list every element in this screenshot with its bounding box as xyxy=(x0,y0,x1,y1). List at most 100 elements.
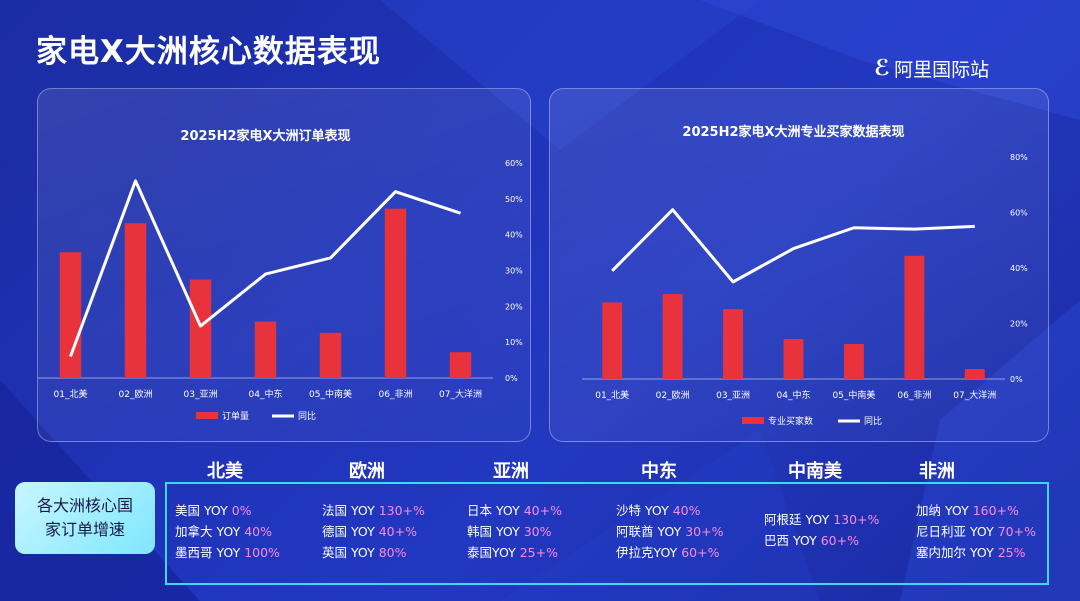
bar-3 xyxy=(723,309,744,379)
buyer-chart: 2025H2家电X大洲专业买家数据表现 0% 20% 40% 60% 80% 01_北美 02… xyxy=(582,124,1028,427)
region-heading: 非洲 xyxy=(919,461,955,482)
country-name: 墨西哥 YOY xyxy=(175,545,245,560)
country-name: 加拿大 YOY xyxy=(175,524,245,539)
country-growth-row: 阿联酋 YOY 30+% xyxy=(616,521,723,542)
bar-6 xyxy=(384,208,407,378)
country-growth-row: 日本 YOY 40+% xyxy=(467,500,562,521)
y2-tick-label: 30% xyxy=(505,267,523,276)
region-growth-column: 美国 YOY 0% 加拿大 YOY 40% 墨西哥 YOY 100% xyxy=(175,500,280,563)
growth-label: 各大洲核心国家订单增速 xyxy=(36,496,133,539)
bar-4 xyxy=(783,339,804,379)
yoy-value: 130+% xyxy=(378,503,425,518)
chart-title: 2025H2家电X大洲订单表现 xyxy=(180,128,350,144)
yoy-value: 160+% xyxy=(972,503,1019,518)
y2-tick-label: 20% xyxy=(1010,320,1028,329)
country-name: 韩国 YOY xyxy=(467,524,524,539)
bar-5 xyxy=(843,344,864,379)
yoy-value: 40+% xyxy=(378,524,417,539)
yoy-value: 30+% xyxy=(685,524,724,539)
yoy-value: 25+% xyxy=(519,545,558,560)
page-title: 家电X大洲核心数据表现 xyxy=(36,34,381,70)
yoy-line xyxy=(611,208,975,284)
x-tick-label: 07_大洋洲 xyxy=(439,388,482,400)
brand-logo: ℰ 阿里国际站 xyxy=(874,55,989,82)
region-heading: 欧洲 xyxy=(349,461,385,482)
country-growth-row: 加拿大 YOY 40% xyxy=(175,521,280,542)
yoy-value: 80% xyxy=(378,545,407,560)
country-growth-row: 韩国 YOY 30% xyxy=(467,521,562,542)
y2-tick-label: 0% xyxy=(1010,375,1023,384)
yoy-value: 60+% xyxy=(820,533,859,548)
country-name: 美国 YOY xyxy=(175,503,232,518)
bar-5 xyxy=(319,332,342,378)
region-heading: 中南美 xyxy=(788,461,842,482)
country-growth-row: 墨西哥 YOY 100% xyxy=(175,542,280,563)
y2-tick-label: 50% xyxy=(505,195,523,204)
yoy-line xyxy=(69,179,461,358)
x-tick-label: 04_中东 xyxy=(777,389,811,401)
alibaba-logo-icon: ℰ xyxy=(874,56,891,81)
x-tick-label: 04_中东 xyxy=(249,388,283,400)
bar-2 xyxy=(662,294,683,379)
yoy-value: 70+% xyxy=(997,524,1036,539)
country-name: 阿根廷 YOY xyxy=(764,512,834,527)
legend-line-label: 同比 xyxy=(864,415,882,427)
yoy-value: 130+% xyxy=(833,512,880,527)
y2-tick-label: 10% xyxy=(505,338,523,347)
country-growth-row: 泰国YOY 25+% xyxy=(467,542,562,563)
x-tick-label: 03_亚洲 xyxy=(184,389,218,400)
region-heading: 北美 xyxy=(207,461,243,482)
yoy-value: 40% xyxy=(244,524,272,539)
y2-tick-label: 60% xyxy=(505,159,523,168)
region-growth-column: 加纳 YOY 160+% 尼日利亚 YOY 70+% 塞内加尔 YOY 25% xyxy=(916,500,1036,563)
country-name: 泰国YOY xyxy=(467,545,520,560)
growth-table: 美国 YOY 0% 加拿大 YOY 40% 墨西哥 YOY 100% 法国 YOY 1… xyxy=(165,482,1049,585)
y2-tick-label: 60% xyxy=(1010,209,1028,218)
bar-6 xyxy=(904,255,925,379)
y2-tick-label: 20% xyxy=(505,302,523,311)
x-tick-label: 06_非洲 xyxy=(897,389,931,401)
bar-2 xyxy=(124,223,147,378)
brand-name: 阿里国际站 xyxy=(894,59,990,81)
country-name: 日本 YOY xyxy=(467,503,524,518)
region-heading: 中东 xyxy=(641,461,677,482)
x-tick-label: 07_大洋洲 xyxy=(953,389,996,401)
x-tick-label: 01_北美 xyxy=(595,389,629,401)
country-name: 巴西 YOY xyxy=(764,533,821,548)
bar-1 xyxy=(602,302,623,379)
order-chart-panel: 2025H2家电X大洲订单表现 0% 10% 20% 30% 40% 50% 60% 01_北美… xyxy=(37,88,531,442)
country-name: 尼日利亚 YOY xyxy=(916,524,998,539)
buyer-chart-panel: 2025H2家电X大洲专业买家数据表现 0% 20% 40% 60% 80% 01_北美 02… xyxy=(549,88,1049,442)
country-name: 塞内加尔 YOY xyxy=(916,545,998,560)
legend-bar-label: 订单量 xyxy=(222,410,249,422)
country-name: 伊拉克YOY xyxy=(616,545,682,560)
country-growth-row: 德国 YOY 40+% xyxy=(322,521,425,542)
bar-7 xyxy=(449,352,472,378)
country-name: 沙特 YOY xyxy=(616,503,673,518)
country-growth-row: 英国 YOY 80% xyxy=(322,542,425,563)
y2-tick-label: 40% xyxy=(1010,264,1028,273)
region-growth-column: 阿根廷 YOY 130+% 巴西 YOY 60+% xyxy=(764,509,879,551)
bar-4 xyxy=(254,321,277,378)
legend-bar-label: 专业买家数 xyxy=(768,415,813,427)
legend-bar-swatch xyxy=(196,412,218,419)
y2-tick-label: 80% xyxy=(1010,153,1028,162)
legend-bar-swatch xyxy=(742,417,764,424)
y2-tick-label: 0% xyxy=(505,374,518,383)
bar-3 xyxy=(189,279,212,378)
country-growth-row: 加纳 YOY 160+% xyxy=(916,500,1036,521)
country-name: 阿联酋 YOY xyxy=(616,524,686,539)
x-tick-label: 01_北美 xyxy=(54,388,88,400)
region-growth-column: 日本 YOY 40+% 韩国 YOY 30% 泰国YOY 25+% xyxy=(467,500,562,563)
country-growth-row: 法国 YOY 130+% xyxy=(322,500,425,521)
country-name: 法国 YOY xyxy=(322,503,379,518)
x-tick-label: 06_非洲 xyxy=(379,388,413,400)
x-tick-label: 03_亚洲 xyxy=(716,390,750,401)
yoy-value: 40+% xyxy=(523,503,562,518)
country-growth-row: 巴西 YOY 60+% xyxy=(764,530,879,551)
growth-label-card: 各大洲核心国家订单增速 xyxy=(15,482,155,554)
legend-line-label: 同比 xyxy=(298,410,316,422)
country-growth-row: 尼日利亚 YOY 70+% xyxy=(916,521,1036,542)
bar-7 xyxy=(964,369,985,379)
